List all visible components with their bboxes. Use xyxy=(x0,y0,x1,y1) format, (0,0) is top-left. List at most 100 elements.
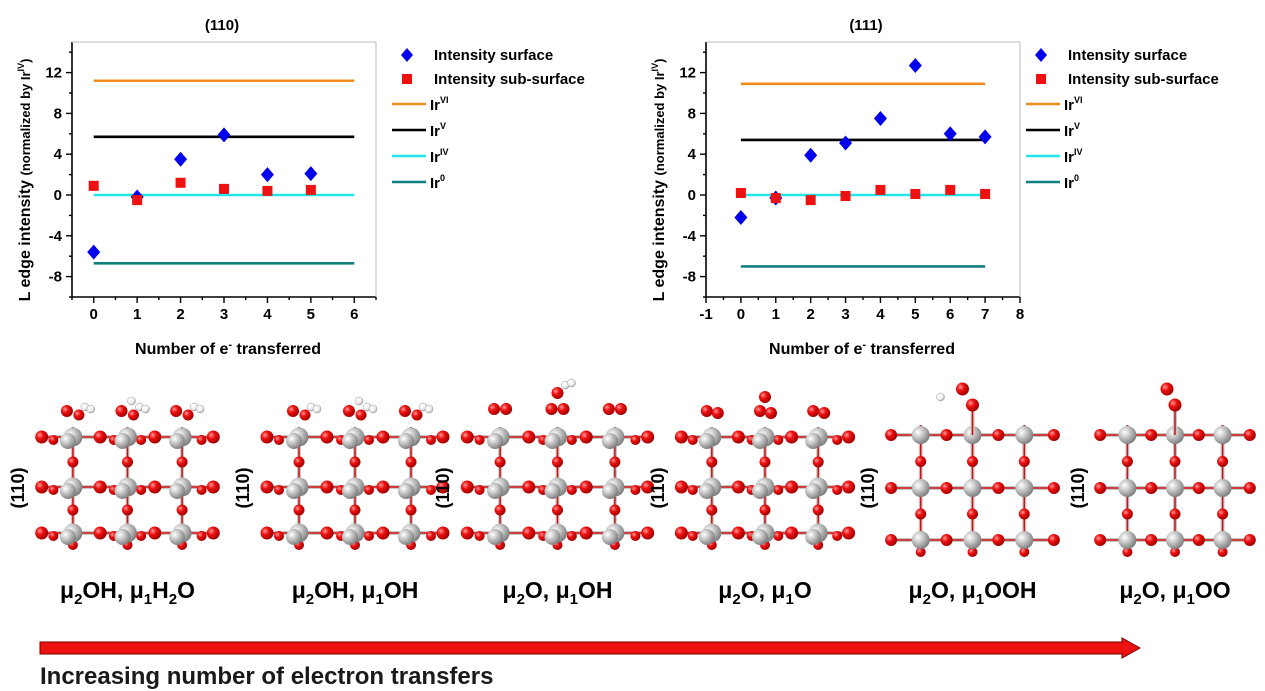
o-atom xyxy=(842,526,856,540)
o-atom xyxy=(1217,456,1229,467)
o-atom xyxy=(1145,429,1158,441)
o-atom xyxy=(552,504,563,516)
o-atom xyxy=(93,480,107,494)
y-tick-label: 0 xyxy=(688,187,696,204)
o-atom xyxy=(940,429,953,441)
ir-atom xyxy=(544,433,561,449)
o-atom xyxy=(832,435,843,445)
arrow-label: Increasing number of electron transfers xyxy=(40,663,493,690)
legend-label: Intensity sub-surface xyxy=(434,71,585,88)
o-atom xyxy=(376,480,390,494)
o-atom xyxy=(176,456,188,468)
surface-point xyxy=(839,135,853,151)
ir-atom xyxy=(1213,531,1232,549)
o-atom xyxy=(274,485,284,495)
o-atom xyxy=(206,430,220,444)
o-atom xyxy=(609,504,621,516)
o-atom xyxy=(773,435,784,445)
o-atom xyxy=(545,403,558,415)
o-atom xyxy=(759,504,771,516)
o-atom xyxy=(426,485,436,495)
surface-point xyxy=(978,129,992,145)
o-atom xyxy=(364,435,374,445)
surface-point xyxy=(217,127,231,143)
o-atom xyxy=(915,508,927,520)
o-atom xyxy=(785,430,799,444)
y-tick-label: 4 xyxy=(688,146,697,163)
o-atom xyxy=(60,405,73,417)
subsurface-point xyxy=(840,191,851,202)
o-atom xyxy=(842,430,856,444)
ir-atom xyxy=(487,483,504,499)
ir-atom xyxy=(911,426,930,444)
h-atom xyxy=(195,404,205,414)
ir-atom xyxy=(601,529,618,545)
x-tick-label: 2 xyxy=(806,306,814,323)
y-tick-label: -8 xyxy=(683,269,696,286)
subsurface-point xyxy=(132,195,143,206)
o-atom xyxy=(48,531,59,541)
o-atom xyxy=(630,531,641,541)
ir-atom xyxy=(114,483,131,499)
ir-atom xyxy=(1166,531,1184,549)
o-atom xyxy=(1243,534,1256,546)
o-atom xyxy=(940,534,953,546)
structure-panel: (110) μ2O, μ1OO xyxy=(1068,382,1256,608)
o-atom xyxy=(411,409,423,421)
o-atom xyxy=(136,531,147,541)
o-atom xyxy=(940,482,953,494)
o-atom xyxy=(260,526,274,540)
o-atom xyxy=(967,547,978,557)
x-tick-label: 4 xyxy=(876,306,885,323)
surface-label: (110) xyxy=(8,467,28,508)
h-atom xyxy=(312,404,322,414)
o-atom xyxy=(1169,456,1181,467)
x-tick-label: 0 xyxy=(737,306,745,323)
o-atom xyxy=(260,430,274,444)
subsurface-point xyxy=(305,184,316,195)
x-tick-label: 0 xyxy=(90,306,98,323)
o-atom xyxy=(807,405,820,417)
o-atom xyxy=(260,480,274,494)
o-atom xyxy=(399,405,411,417)
o-atom xyxy=(376,430,390,444)
o-atom xyxy=(320,430,334,444)
x-tick-label: 1 xyxy=(133,306,141,323)
legend-diamond-icon xyxy=(401,48,413,62)
o-atom xyxy=(93,430,107,444)
ir-atom xyxy=(544,483,561,499)
o-atom xyxy=(1121,508,1133,520)
o-atom xyxy=(579,526,593,540)
o-atom xyxy=(885,482,898,494)
y-tick-label: 8 xyxy=(54,105,62,122)
ir-atom xyxy=(752,483,768,499)
o-atom xyxy=(474,435,485,445)
o-atom xyxy=(785,526,799,540)
o-atom xyxy=(93,526,107,540)
o-atom xyxy=(35,430,49,444)
o-atom xyxy=(320,480,334,494)
o-atom xyxy=(128,409,139,421)
o-atom xyxy=(500,403,513,415)
o-atom xyxy=(122,456,133,468)
x-tick-label: 8 xyxy=(1016,306,1024,323)
ir-atom xyxy=(963,531,982,549)
o-atom xyxy=(376,526,390,540)
ir-atom xyxy=(114,529,131,545)
adsorbate-caption: μ2O, μ1OO xyxy=(1119,577,1230,608)
x-tick-label: 2 xyxy=(176,306,184,323)
ir-atom xyxy=(1118,479,1137,497)
legend-label: IrIV xyxy=(430,147,449,166)
chart-title: (110) xyxy=(205,17,239,34)
surface-point xyxy=(87,244,101,260)
structure-panel: (110) μ2O, μ1OOH xyxy=(858,382,1060,608)
o-atom xyxy=(136,485,147,495)
o-atom xyxy=(967,456,978,467)
o-atom xyxy=(1145,482,1158,494)
ir-atom xyxy=(59,529,76,545)
legend-square-icon xyxy=(1036,74,1046,84)
ir-atom xyxy=(398,433,414,449)
x-tick-label: -1 xyxy=(699,306,712,323)
o-atom xyxy=(67,504,79,516)
